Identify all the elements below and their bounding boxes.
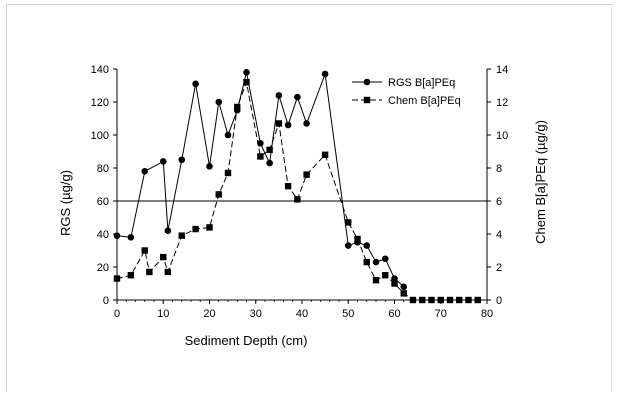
y-right-tick-label: 2 xyxy=(496,262,502,274)
y-right-tick-label: 12 xyxy=(496,97,508,109)
data-point-chem xyxy=(437,296,444,304)
data-point-rgs xyxy=(372,258,380,266)
data-point-rgs xyxy=(206,163,213,170)
legend-label-chem: Chem B[a]PEq xyxy=(388,95,461,107)
data-point-chem xyxy=(113,275,121,282)
data-point-chem xyxy=(419,296,426,304)
x-tick-label: 10 xyxy=(157,308,169,320)
data-point-rgs xyxy=(321,70,329,78)
chart-frame xyxy=(6,4,613,392)
data-point-rgs xyxy=(159,158,167,165)
data-point-chem xyxy=(303,171,310,178)
y-left-tick-label: 20 xyxy=(97,262,109,274)
data-point-rgs xyxy=(215,98,223,106)
x-tick-label: 0 xyxy=(114,308,120,320)
x-tick-label: 60 xyxy=(388,308,400,320)
data-point-chem xyxy=(474,296,481,304)
data-point-rgs xyxy=(266,159,273,167)
data-point-chem xyxy=(266,146,273,154)
data-point-chem xyxy=(215,191,222,198)
data-point-chem xyxy=(363,258,370,266)
data-point-rgs xyxy=(303,120,310,127)
y-left-tick-label: 60 xyxy=(97,196,109,208)
data-point-chem xyxy=(294,196,301,203)
data-point-chem xyxy=(409,296,417,304)
data-point-chem xyxy=(234,103,241,111)
x-tick-label: 70 xyxy=(435,308,447,320)
y-right-tick-label: 6 xyxy=(496,196,502,208)
data-point-chem xyxy=(192,225,199,233)
data-point-chem xyxy=(146,268,153,276)
data-point-rgs xyxy=(178,156,186,164)
x-tick-label: 80 xyxy=(481,308,493,320)
data-point-rgs xyxy=(400,283,408,291)
data-point-chem xyxy=(257,153,264,160)
series-line-rgs xyxy=(116,72,405,288)
data-point-chem xyxy=(206,224,213,231)
legend-marker-rgs xyxy=(363,78,371,86)
data-point-chem xyxy=(446,296,454,304)
data-point-chem xyxy=(345,219,352,226)
y-right-tick-label: 8 xyxy=(496,163,502,175)
data-point-chem xyxy=(224,169,232,177)
data-point-chem xyxy=(428,296,435,304)
y-right-tick-label: 14 xyxy=(496,64,508,76)
y-left-tick-label: 80 xyxy=(97,163,109,175)
series-line-chem xyxy=(116,80,478,301)
x-tick-label: 30 xyxy=(250,308,262,320)
y-left-tick-label: 40 xyxy=(97,229,109,241)
data-point-chem xyxy=(275,120,283,127)
y-axis-left-label: RGS (µg/g) xyxy=(58,170,73,236)
x-tick-label: 50 xyxy=(342,308,354,320)
data-point-chem xyxy=(465,296,472,304)
chart-axes: 0 10 20 30 40 50 60 70 8002040608010012014002468… xyxy=(91,64,509,320)
x-tick-label: 20 xyxy=(203,308,215,320)
data-point-rgs xyxy=(224,131,232,139)
y-left-tick-label: 120 xyxy=(91,97,109,109)
y-left-tick-label: 140 xyxy=(91,64,109,76)
legend-label-rgs: RGS B[a]PEq xyxy=(388,77,455,89)
data-point-chem xyxy=(400,290,407,297)
data-point-chem xyxy=(372,277,380,284)
data-point-chem xyxy=(141,247,148,254)
data-point-chem xyxy=(160,253,167,261)
x-axis-label: Sediment Depth (cm) xyxy=(185,333,308,348)
y-axis-right-label: Chem B[a]PEq (µg/g) xyxy=(533,120,548,244)
y-right-tick-label: 0 xyxy=(496,295,502,307)
data-point-chem xyxy=(321,151,329,158)
data-point-rgs xyxy=(192,80,199,88)
data-point-chem xyxy=(391,280,398,287)
data-point-rgs xyxy=(127,234,135,241)
data-point-rgs xyxy=(113,232,121,239)
data-point-rgs xyxy=(363,242,371,249)
data-point-rgs xyxy=(381,255,389,263)
data-point-chem xyxy=(284,182,292,190)
data-point-chem xyxy=(354,235,361,243)
chart-frame-edge xyxy=(611,4,612,392)
data-point-rgs xyxy=(294,93,301,101)
data-point-rgs xyxy=(275,92,283,99)
y-right-tick-label: 4 xyxy=(496,229,502,241)
data-point-rgs xyxy=(164,227,172,234)
data-point-chem xyxy=(164,268,172,276)
legend-marker-chem xyxy=(363,96,371,104)
data-point-chem xyxy=(456,296,463,304)
data-point-chem xyxy=(382,272,389,279)
x-tick-label: 40 xyxy=(296,308,308,320)
y-right-tick-label: 10 xyxy=(496,130,508,142)
y-left-tick-label: 100 xyxy=(91,130,109,142)
data-point-rgs xyxy=(344,242,352,249)
chart-series xyxy=(113,69,481,304)
data-point-chem xyxy=(243,79,250,86)
data-point-rgs xyxy=(391,275,398,282)
y-left-tick-label: 0 xyxy=(103,295,109,307)
chart-legend: RGS B[a]PEq Chem B[a]PEq xyxy=(352,77,461,107)
data-point-rgs xyxy=(243,69,250,76)
data-point-chem xyxy=(127,272,135,279)
data-point-chem xyxy=(178,232,185,239)
data-point-rgs xyxy=(141,168,149,175)
data-point-rgs xyxy=(284,121,292,129)
